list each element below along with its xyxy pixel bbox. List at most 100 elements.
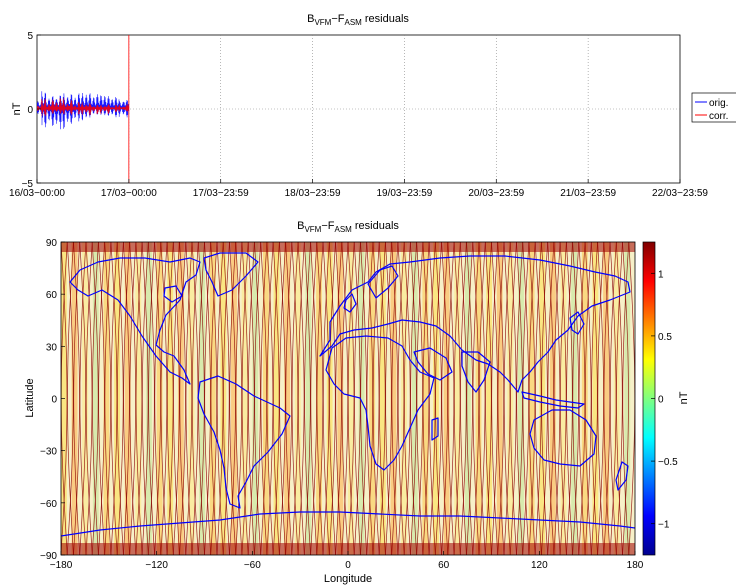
legend-label-corr: corr. [709,111,728,122]
top-x-tick-label: 21/03−23:59 [560,188,616,199]
track-band [411,242,418,555]
ground-track [297,242,305,555]
track-band [273,242,280,555]
coast-arabia [413,347,453,381]
orbit-track-field [61,242,635,555]
ground-track [503,242,511,555]
track-band [92,242,99,555]
ground-track [485,242,492,555]
ground-track [553,242,561,555]
top-x-tick-label: 17/03−00:00 [101,188,157,199]
track-band [592,242,599,555]
track-band [252,242,259,555]
ground-track [591,242,598,555]
ground-track [98,242,106,555]
ground-track [572,242,580,555]
track-band [199,242,206,555]
ground-track [92,242,99,555]
track-band [443,242,450,555]
map-x-tick-label: 120 [531,560,548,571]
colorbar-ticks: 1 0.5 0 −0.5 −1 [651,269,678,531]
ground-track [204,242,212,555]
ground-track [510,242,517,555]
track-band [103,242,110,555]
ground-track [67,242,74,555]
ground-track [578,242,586,555]
track-band [71,242,78,555]
ground-track [410,242,417,555]
colorbar-tick-label: −1 [658,520,670,531]
ground-track [435,242,442,555]
coast-scandinavia [367,265,399,299]
ground-track [85,242,93,555]
track-band [624,242,631,555]
colorbar: 1 0.5 0 −0.5 −1 nT [642,241,690,556]
map-x-tick-label: 180 [627,560,644,571]
ground-track [279,242,286,555]
map-x-axis-label: Longitude [324,573,372,585]
ground-track [254,242,262,555]
track-band [539,242,546,555]
ground-track [173,242,180,555]
coast-madagascar [431,417,439,441]
track-band [156,242,163,555]
track-band [369,242,376,555]
ground-track [460,242,467,555]
ground-track [497,242,505,555]
coast-africa [325,335,435,471]
track-band [241,242,248,555]
map-x-tick-label: −120 [145,560,168,571]
colorbar-tick-label: 0.5 [658,332,672,343]
map-y-tick-label: 30 [46,342,58,353]
track-band [528,242,535,555]
colorbar-tick-label: −0.5 [658,457,678,468]
map-y-tick-label: −60 [40,499,57,510]
track-band [167,242,174,555]
coast-greenland [203,252,259,297]
map-x-tick-label: −60 [244,560,261,571]
ground-track [597,242,605,555]
top-x-tick-label: 22/03−23:59 [652,188,708,199]
track-band [209,242,216,555]
ground-track [422,242,430,555]
ground-track [447,242,455,555]
ground-track [566,242,573,555]
ground-track [535,242,542,555]
ground-track [397,242,405,555]
track-band [305,242,312,555]
top-x-tick-label: 17/03−23:59 [193,188,249,199]
ground-track [603,242,611,555]
top-series [37,35,130,183]
ground-track [341,242,349,555]
ground-track [428,242,436,555]
map-y-tick-label: −90 [40,551,57,562]
track-band [337,242,344,555]
series-line-corr [37,97,130,117]
ground-track [441,242,449,555]
track-band [231,242,237,555]
coast-uk [343,293,357,313]
top-y-tick-label: −5 [22,179,34,190]
top-x-tick-label: 19/03−23:59 [376,188,432,199]
track-band [560,242,567,555]
ground-track [329,242,336,555]
ground-track [248,242,255,555]
track-band [486,242,493,555]
map-y-axis-label: Latitude [24,378,36,417]
ground-track [466,242,474,555]
track-band [146,242,152,555]
map-chart: BVFM−FASM residuals −180 −120 −60 0 60 120 180… [24,220,690,585]
coast-australia [529,409,597,467]
coast-north-america [69,257,201,385]
map-chart-title: BVFM−FASM residuals [297,220,399,234]
coast-japan [569,311,585,335]
top-y-tick-label: 5 [27,31,33,42]
ground-track [129,242,137,555]
map-y-ticks: 90 60 30 0 −30 −60 −90 [40,238,65,562]
ground-track [541,242,549,555]
ground-track [379,242,386,555]
ground-track [79,242,87,555]
ground-track [110,242,118,555]
ground-track [416,242,424,555]
